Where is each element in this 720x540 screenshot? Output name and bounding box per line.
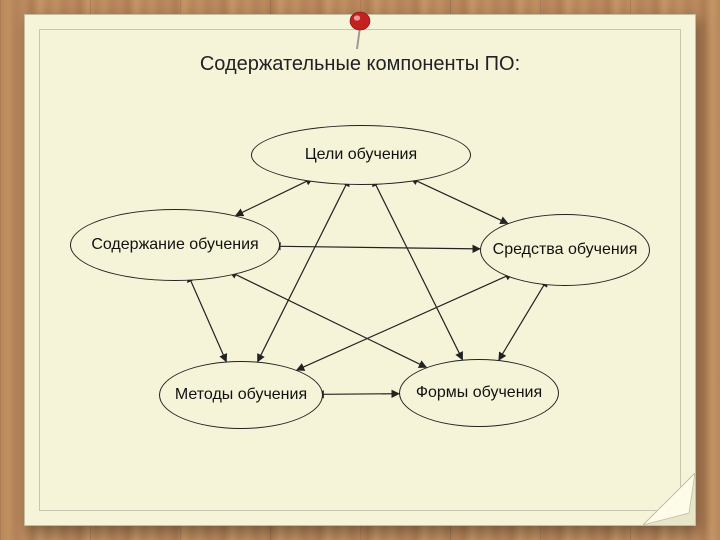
- sticky-note: Содержательные компоненты ПО: Цели обуче…: [24, 14, 696, 526]
- node-goals: Цели обучения: [251, 125, 471, 185]
- diagram-title: Содержательные компоненты ПО:: [25, 53, 695, 76]
- node-content: Содержание обучения: [70, 209, 280, 281]
- node-label: Содержание обучения: [91, 236, 258, 254]
- node-label: Средства обучения: [493, 241, 638, 259]
- node-means: Средства обучения: [480, 214, 650, 286]
- page-curl-icon: [643, 473, 695, 525]
- pushpin-icon: [343, 7, 377, 51]
- node-label: Методы обучения: [175, 386, 307, 404]
- node-label: Формы обучения: [416, 384, 542, 402]
- node-forms: Формы обучения: [399, 359, 559, 427]
- node-methods: Методы обучения: [159, 361, 323, 429]
- node-label: Цели обучения: [305, 146, 417, 164]
